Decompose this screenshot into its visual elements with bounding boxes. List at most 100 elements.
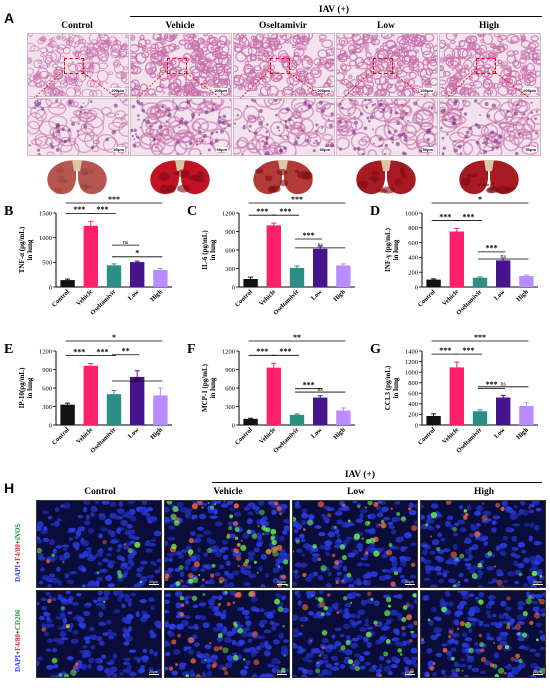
y-tick-label: 1500 (39, 210, 52, 217)
scale-bar-50: 50μm (215, 147, 228, 152)
scale-bar-20: 20μm (533, 670, 543, 675)
x-tick-label: Oseltamivir (455, 288, 483, 316)
y-tick-label: 200 (408, 270, 418, 277)
y-tick-label: 400 (408, 401, 418, 408)
bar-vehicle (449, 231, 464, 287)
y-tick-label: 500 (42, 260, 52, 267)
y-axis-label: CCL3 (pg/mL) (384, 365, 392, 410)
zoom-connector (438, 70, 540, 106)
x-tick-label: Low (493, 288, 507, 302)
sig-label: *** (439, 212, 451, 221)
bar-low (313, 248, 328, 287)
y-axis-label: MCP-1 (pg/mL) (201, 363, 209, 412)
sig-label: *** (462, 346, 474, 355)
histology-low-mag-oseltamivir: 200μm (233, 33, 335, 97)
bar-vehicle (266, 225, 281, 287)
y-tick-label: 200 (408, 412, 418, 419)
sig-label: ** (293, 333, 301, 342)
panel-letter-b: B (4, 204, 13, 219)
histology-high-mag-vehicle: 50μm (130, 98, 232, 156)
x-tick-label: Vehicle (441, 288, 460, 307)
bar-control (243, 418, 258, 425)
error-bar (65, 278, 71, 281)
error-bar (248, 276, 254, 279)
fluorescence-image-r1-high: 20μm (420, 500, 546, 588)
fluorescence-image-r2-high: 20μm (420, 590, 546, 678)
error-bar (523, 274, 529, 276)
bar-high (519, 275, 534, 287)
bar-vehicle (83, 225, 98, 287)
scale-bar-50: 50μm (112, 147, 125, 152)
y-axis-label-sub: in lung (209, 377, 217, 398)
error-bar (294, 413, 300, 415)
error-bar (248, 417, 254, 419)
y-tick-label: 800 (408, 225, 418, 232)
y-axis-label: INF-γ (pg/mL) (384, 227, 392, 272)
error-bar (317, 245, 323, 249)
fluorescence-image-r1-vehicle: 20μm (164, 500, 290, 588)
x-tick-label: High (515, 426, 530, 441)
histology-low-mag-low: 200μm (336, 33, 438, 97)
sig-label: ** (122, 347, 130, 356)
x-tick-label: Oseltamivir (455, 426, 483, 454)
scale-bar-200: 200μm (419, 88, 434, 93)
sig-label: ns (501, 382, 507, 388)
fluorescence-image-r2-vehicle: 20μm (164, 590, 290, 678)
fluorescence-image-r1-control: 20μm (36, 500, 162, 588)
panel-letter-d: D (370, 204, 380, 219)
error-bar (317, 395, 323, 398)
sig-label: *** (462, 212, 474, 221)
x-tick-label: Low (310, 288, 324, 302)
error-bar (157, 387, 163, 396)
y-tick-label: 0 (232, 422, 235, 429)
bar-vehicle (83, 365, 98, 425)
scale-bar-200: 200μm (522, 88, 537, 93)
x-tick-label: Vehicle (258, 288, 277, 307)
y-tick-label: 1200 (39, 348, 52, 355)
chart-panel-f: F MCP-1 (pg/mL) in lung 0 300 600 900 1200 Contr… (187, 333, 355, 455)
h-row2-label: DAPI+F4/80+CD206 (14, 609, 22, 672)
histology-low-mag-vehicle: 200μm (130, 33, 232, 97)
panel-letter-e: E (4, 342, 13, 357)
chart-panel-d: D INF-γ (pg/mL) in lung 0 200 400 600 800 1000 Co… (370, 195, 538, 317)
y-tick-label: 300 (225, 266, 235, 273)
error-bar (271, 222, 277, 226)
x-tick-label: High (149, 288, 164, 303)
y-tick-label: 1000 (405, 210, 418, 217)
scale-bar-200: 200μm (110, 88, 125, 93)
zoom-region-box (270, 58, 290, 74)
histology-low-mag-control: 200μm (27, 33, 129, 97)
y-axis-label-sub: in lung (26, 239, 34, 260)
sig-label: *** (486, 380, 498, 389)
y-tick-label: 800 (408, 380, 418, 387)
y-tick-label: 0 (49, 284, 52, 291)
error-bar (477, 276, 483, 278)
sig-label: *** (96, 347, 108, 356)
fluorescence-image-r2-control: 20μm (36, 590, 162, 678)
x-tick-label: Oseltamivir (272, 288, 300, 316)
y-tick-label: 900 (42, 367, 52, 374)
x-tick-label: Vehicle (75, 426, 94, 445)
bar-oseltamivir (289, 414, 305, 425)
zoom-connector (335, 70, 437, 106)
error-bar (454, 228, 460, 232)
zoom-connector (232, 70, 334, 106)
zoom-region-box (64, 58, 84, 74)
y-tick-label: 1000 (405, 369, 418, 376)
x-tick-label: Vehicle (441, 426, 460, 445)
h-row1-label: DAPI+F4/80+iNOS (14, 523, 22, 582)
sig-label: *** (474, 333, 486, 342)
error-bar (88, 220, 94, 226)
y-tick-label: 0 (415, 422, 418, 429)
scale-bar-20: 20μm (149, 670, 159, 675)
bar-low (496, 397, 511, 425)
histology-high-mag-oseltamivir: 50μm (233, 98, 335, 156)
x-tick-label: Control (234, 288, 254, 308)
lung-photo-high (459, 160, 519, 195)
bar-oseltamivir (289, 267, 305, 287)
sig-label: *** (279, 207, 291, 216)
x-tick-label: Control (234, 426, 254, 446)
bar-high (519, 405, 534, 425)
y-axis-label: TNF-α (pg/mL) (18, 226, 26, 273)
group-label-vehicle: Vehicle (165, 21, 195, 31)
